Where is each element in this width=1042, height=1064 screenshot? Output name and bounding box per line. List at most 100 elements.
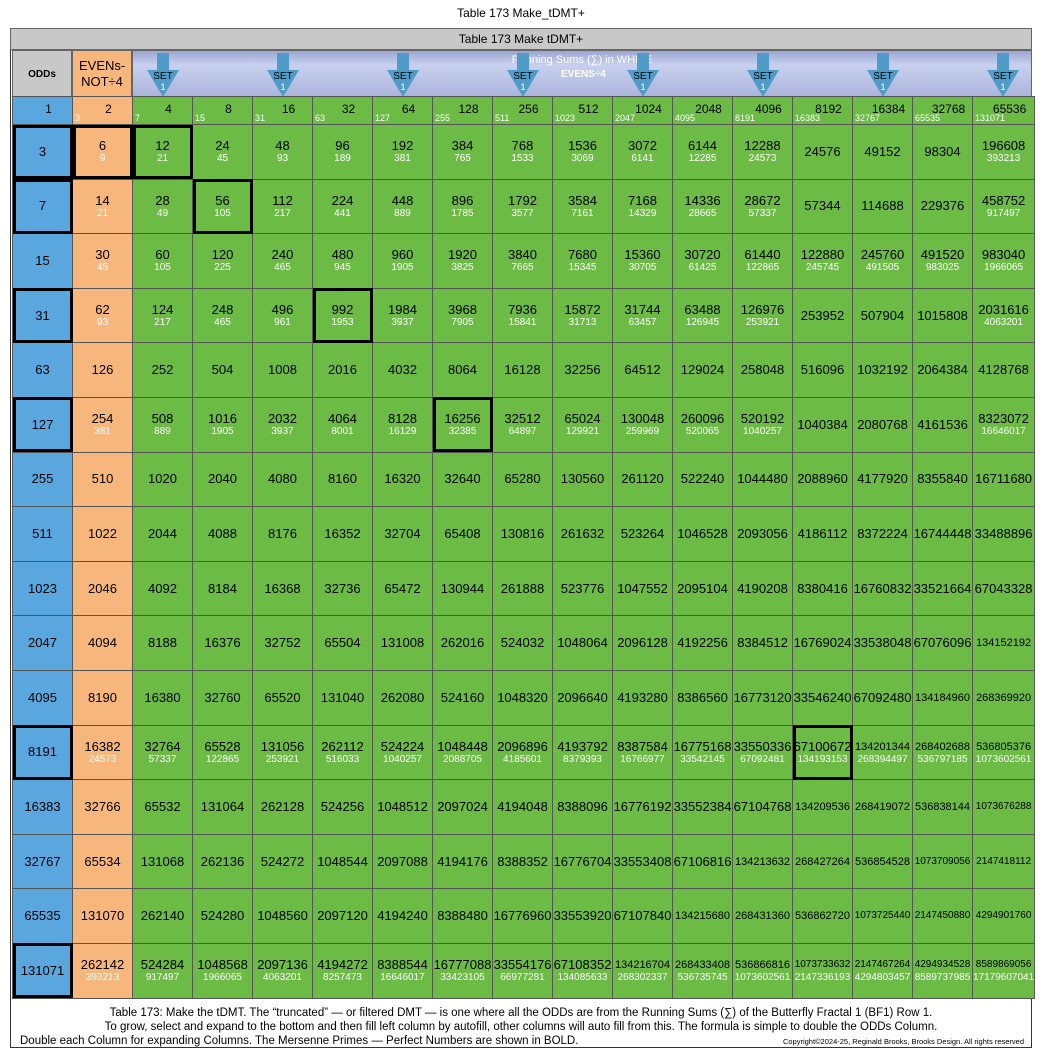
- cell-running-sum: 8257473: [323, 972, 362, 984]
- cell-value: 2097136: [257, 957, 308, 973]
- cell-value: 16380: [144, 689, 181, 705]
- value-cell: 4161536: [912, 396, 973, 453]
- cell-running-sum: 122865: [745, 262, 780, 274]
- cell-value: 32256: [564, 362, 601, 378]
- cell-running-sum: 7161: [571, 207, 594, 219]
- odd-cell: 1023: [12, 560, 73, 617]
- cell-value: 4128768: [978, 362, 1029, 378]
- value-cell: 130816: [492, 506, 553, 562]
- svg-text:SET: SET: [993, 71, 1012, 82]
- svg-text:1: 1: [640, 82, 645, 92]
- cell-value: 262112: [321, 738, 364, 754]
- value-cell: 3072 6141: [612, 124, 673, 180]
- cell-running-sum: 63457: [628, 317, 657, 329]
- odd-value: 8191: [28, 744, 57, 760]
- even-cell: 16382 24573: [72, 724, 133, 781]
- odd-value: 1: [45, 101, 52, 116]
- value-cell: 33552384: [672, 779, 733, 835]
- cell-running-sum: 30705: [628, 262, 657, 274]
- value-cell: 65528 122865: [192, 724, 253, 781]
- cell-value: 16769024: [793, 635, 852, 651]
- cell-value: 65472: [384, 580, 421, 596]
- even-cell: 126: [72, 342, 133, 398]
- cell-value: 536838144: [914, 800, 971, 813]
- value-cell: 130048 259969: [612, 396, 673, 453]
- cell-running-sum: 889: [154, 426, 171, 438]
- cell-value: 14336: [684, 192, 721, 208]
- cell-value: 98304: [924, 143, 961, 159]
- cell-value: 16368: [264, 580, 301, 596]
- table-row: 63 126 252 504 1008 2016 4032 8064 16128 32256 645…: [12, 342, 1036, 398]
- cell-value: 32768: [931, 101, 966, 116]
- set-arrow-icon: SET 1: [986, 53, 1020, 97]
- cell-value: 2095104: [677, 580, 728, 596]
- cell-value: 524284: [140, 957, 185, 973]
- cell-value: 2032: [268, 411, 297, 427]
- cell-running-sum: 134193153: [797, 753, 848, 765]
- cell-value: 130816: [500, 525, 545, 541]
- value-cell: 131040: [312, 669, 373, 726]
- cell-value: 124: [151, 302, 174, 318]
- value-cell: 2147450880: [912, 888, 973, 944]
- value-cell: 258048: [732, 342, 793, 398]
- cell-value: 2097024: [437, 798, 488, 814]
- cell-value: 262140: [140, 908, 185, 924]
- cell-running-sum: 3937: [391, 317, 414, 329]
- even-cell: 14 21: [72, 178, 133, 235]
- cell-running-sum: 1073602561: [975, 753, 1032, 765]
- copyright: Copyright©2024-25, Reginald Brooks, Broo…: [782, 1037, 1024, 1046]
- value-cell: 1073733632 2147336193: [792, 942, 853, 999]
- cell-value: 32704: [384, 525, 421, 541]
- cell-value: 28672: [744, 192, 781, 208]
- cell-value: 262016: [440, 635, 485, 651]
- value-cell: 16711680: [971, 451, 1036, 508]
- cell-running-sum: 889: [394, 207, 411, 219]
- odd-cell: 255: [12, 451, 73, 508]
- table-row: 31 62 93 124 217 248 465 496 961 992 1953 1984 3937 3…: [12, 287, 1036, 344]
- cell-value: 524224: [380, 738, 425, 754]
- cell-value: 768: [511, 138, 534, 154]
- value-cell: 32760: [192, 669, 253, 726]
- value-cell: 504: [192, 342, 253, 398]
- even-value: 1022: [88, 525, 117, 541]
- value-cell: 2048 4095: [672, 96, 733, 125]
- cell-value: 16776960: [493, 908, 552, 924]
- caption-line-3-wrap: Double each Column for expanding Columns…: [10, 1034, 1032, 1048]
- even-running-sum: 393213: [85, 972, 120, 984]
- cell-value: 65504: [324, 635, 361, 651]
- cell-value: 1046528: [677, 525, 728, 541]
- value-cell: 32768 65535: [912, 96, 973, 125]
- value-cell: 16376: [192, 615, 253, 671]
- even-value: 14: [95, 192, 110, 208]
- cell-value: 130048: [620, 411, 665, 427]
- cell-value: 2147450880: [914, 910, 971, 922]
- cell-value: 224: [331, 192, 354, 208]
- value-cell: 67104768: [732, 779, 793, 835]
- cell-value: 268433408: [674, 959, 731, 972]
- value-cell: 15872 31713: [552, 287, 613, 344]
- cell-value: 480: [331, 247, 354, 263]
- odd-value: 127: [31, 416, 54, 432]
- cell-value: 8: [225, 101, 232, 116]
- cell-value: 2097120: [317, 908, 368, 924]
- set-arrow-icon: SET 1: [146, 53, 180, 97]
- cell-value: 245760: [860, 247, 905, 263]
- cell-running-sum: 1785: [451, 207, 474, 219]
- value-cell: 262112 516033: [312, 724, 373, 781]
- cell-value: 3584: [568, 192, 597, 208]
- cell-value: 16776192: [613, 798, 672, 814]
- svg-text:1: 1: [280, 82, 285, 92]
- value-cell: 523776: [552, 560, 613, 617]
- value-cell: 2016: [312, 342, 373, 398]
- value-cell: 196608 393213: [971, 124, 1036, 180]
- even-cell: 262142 393213: [72, 942, 133, 999]
- caption-line-1: Table 173: Make the tDMT. The “truncated…: [109, 1007, 933, 1019]
- value-cell: 4194272 8257473: [312, 942, 373, 999]
- cell-value: 512: [578, 101, 599, 116]
- even-cell: 131070: [72, 888, 133, 944]
- value-cell: 8128 16129: [372, 396, 433, 453]
- cell-running-sum: 57337: [148, 753, 177, 765]
- value-cell: 253952: [792, 287, 853, 344]
- value-cell: 15360 30705: [612, 233, 673, 289]
- value-cell: 268419072: [852, 779, 913, 835]
